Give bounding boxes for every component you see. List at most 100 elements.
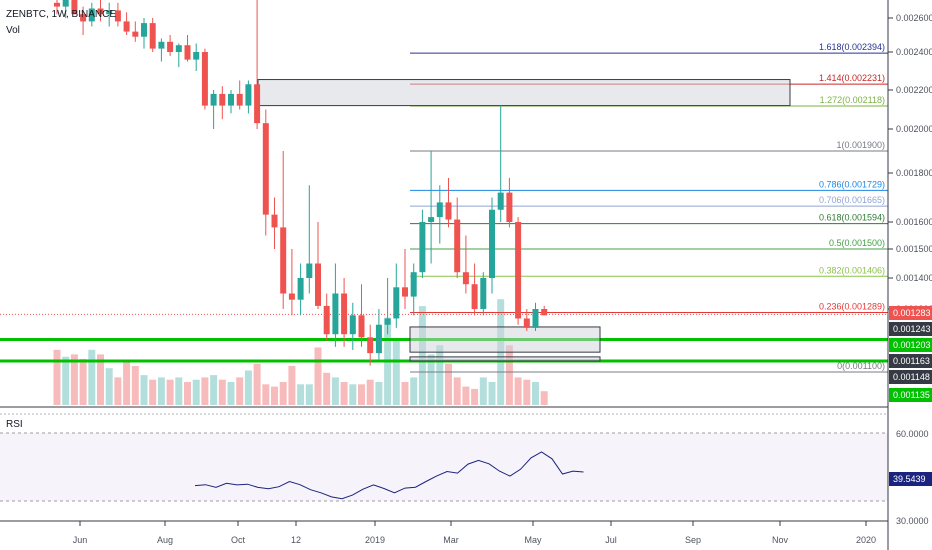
candle-body <box>175 45 182 52</box>
volume-bar <box>366 379 374 405</box>
volume-bar <box>523 379 531 405</box>
volume-bar <box>349 384 357 405</box>
volume-bar <box>184 382 191 405</box>
rsi-polyline <box>194 451 584 500</box>
volume-bar <box>262 384 270 405</box>
volume-bar <box>157 377 165 405</box>
time-tick-label: Sep <box>685 535 701 545</box>
fib-label: 0(0.001100) <box>837 361 885 371</box>
candle-body <box>193 52 200 60</box>
candle-body <box>367 337 374 354</box>
volume-bar <box>227 382 235 405</box>
fib-label: 0.706(0.001665) <box>819 195 885 205</box>
rsi-badge-label: 39.5439 <box>893 474 926 484</box>
zone-box <box>257 79 791 107</box>
fib-label: 1.414(0.002231) <box>819 73 885 83</box>
volume-bar <box>462 386 470 405</box>
price-badge-label: 0.001243 <box>893 324 931 334</box>
candle-body <box>471 284 478 309</box>
volume-bar <box>505 345 513 405</box>
price-badge-label: 0.001148 <box>893 372 930 382</box>
fib-label: 0.618(0.001594) <box>819 213 885 223</box>
time-tick-label: Nov <box>772 535 789 545</box>
time-tick-label: May <box>524 535 542 545</box>
volume-bar <box>88 349 96 405</box>
volume-bar <box>358 384 365 405</box>
candle-body <box>462 272 469 285</box>
candle-body <box>428 217 435 222</box>
rsi-axis: 60.0000 30.0000 39.5439 <box>889 429 932 526</box>
candle-body <box>532 309 539 328</box>
candle-body <box>280 227 287 294</box>
price-tick-label: 0.002000 <box>896 124 932 134</box>
rsi-line <box>194 451 584 500</box>
volume-bar <box>97 354 104 405</box>
volume-bar <box>192 379 200 405</box>
volume-bar <box>166 379 174 405</box>
fib-label: 1.618(0.002394) <box>819 42 885 52</box>
candle-body <box>236 93 243 106</box>
candle-body <box>228 93 234 106</box>
candle-body <box>132 31 139 37</box>
volume-bar <box>149 379 157 405</box>
volume-bar <box>201 377 209 405</box>
candle-body <box>97 8 104 15</box>
candle-body <box>167 41 174 52</box>
price-badge <box>889 354 932 368</box>
volume-bar <box>62 356 70 405</box>
volume-bar <box>131 365 139 405</box>
volume-bar <box>436 345 444 405</box>
volume-bar <box>279 382 287 405</box>
volume-bar <box>218 379 226 405</box>
candle-body <box>454 219 461 273</box>
volume-bar <box>236 377 244 405</box>
volume-bar <box>244 370 252 405</box>
candle-body <box>315 263 321 306</box>
volume-bar <box>418 306 426 405</box>
candle-body <box>149 23 156 49</box>
rsi-tick-label: 30.0000 <box>896 516 929 526</box>
volume-bar <box>271 386 278 405</box>
candle-body <box>497 192 504 210</box>
volume-bar <box>305 384 313 405</box>
candle-body <box>288 293 295 300</box>
candle-body <box>219 93 226 106</box>
price-tick-label: 0.002400 <box>896 47 932 57</box>
volume-bar <box>540 391 548 405</box>
price-tick-label: 0.001800 <box>896 168 932 178</box>
price-tick-label: 0.001600 <box>896 217 932 227</box>
rsi-badge <box>889 472 932 486</box>
price-badge <box>889 306 932 320</box>
candle-body <box>358 315 365 338</box>
time-axis[interactable]: Jun Aug Oct 12 2019 Mar May Jul Sep Nov 2020 <box>73 521 876 545</box>
time-tick-label: 2019 <box>365 535 385 545</box>
fib-label: 0.382(0.001406) <box>819 265 885 275</box>
volume-bar <box>297 384 305 405</box>
volume-label: Vol <box>6 25 20 36</box>
time-tick-label: 2020 <box>856 535 876 545</box>
zone-box <box>409 356 601 362</box>
volume-bar <box>488 382 496 405</box>
volume-bar <box>253 363 261 405</box>
volume-bar <box>210 375 218 405</box>
price-tick-label: 0.002200 <box>896 85 932 95</box>
time-tick-label: Mar <box>443 535 459 545</box>
time-tick-label: Jun <box>73 535 88 545</box>
candle-body <box>271 214 278 228</box>
candle-body <box>489 209 495 278</box>
fib-label: 1(0.001900) <box>836 140 885 150</box>
candle-body <box>541 309 548 316</box>
candle-body <box>54 2 60 7</box>
price-badge <box>889 322 932 336</box>
volume-bar <box>340 382 348 405</box>
candle-body <box>375 324 382 354</box>
rsi-band <box>0 433 888 501</box>
volume-bar <box>445 363 452 405</box>
candles <box>54 0 548 366</box>
candle-body <box>515 222 522 319</box>
price-axis[interactable]: 0.002600 0.002400 0.002200 0.002000 0.001800… <box>888 13 932 314</box>
candle-body <box>262 123 269 215</box>
candle-body <box>80 14 87 22</box>
